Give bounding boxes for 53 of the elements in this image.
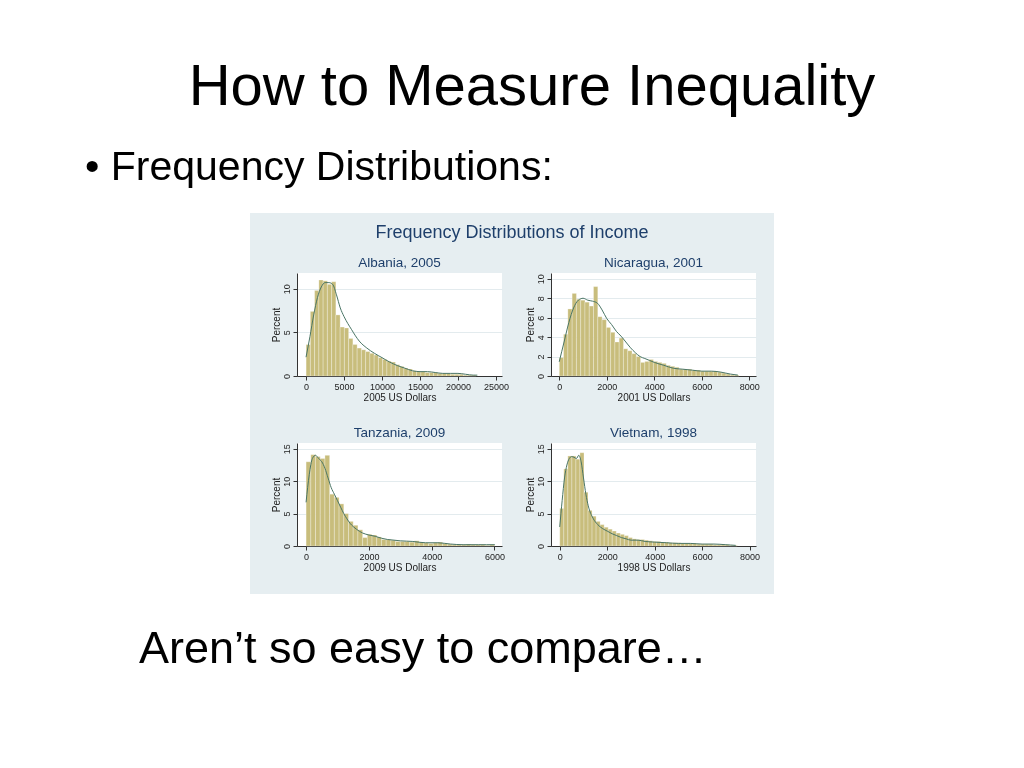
x-tick-label: 6000 [692,381,713,392]
y-tick-label: 10 [535,274,546,285]
x-tick-label: 0 [557,551,563,562]
x-tick-label: 2000 [597,381,618,392]
y-tick-label: 0 [281,373,292,380]
y-tick-label: 15 [535,444,546,455]
x-tick-label: 20000 [445,381,471,392]
x-axis-title: 1998 US Dollars [617,561,691,573]
x-axis-title: 2005 US Dollars [363,391,437,403]
y-tick-label: 0 [535,373,546,380]
x-tick-label: 10000 [370,381,396,392]
x-tick-label: 0 [304,381,310,392]
x-tick-label: 25000 [483,381,509,392]
text: • Frequency Distributions: [85,143,553,191]
y-tick-label: 10 [535,476,546,487]
x-tick-label: 2000 [597,551,618,562]
chart-title: Vietnam, 1998 [610,424,697,440]
y-tick-label: 10 [281,476,292,487]
y-tick-label: 0 [281,543,292,550]
x-tick-label: 15000 [407,381,434,392]
x-tick-label: 5000 [334,381,355,392]
y-tick-label: 15 [281,444,292,455]
y-tick-label: 5 [281,330,292,336]
text: Aren’t so easy to compare… [139,622,707,674]
x-tick-label: 6000 [484,551,505,562]
x-axis-title: 2009 US Dollars [363,561,437,573]
x-tick-label: 0 [557,381,563,392]
chart-title: Nicaragua, 2001 [603,254,704,270]
x-tick-label: 8000 [740,551,761,562]
y-tick-label: 5 [535,511,546,517]
x-tick-label: 4000 [644,381,665,392]
x-tick-label: 4000 [422,551,443,562]
x-tick-label: 8000 [739,381,760,392]
x-tick-label: 2000 [359,551,380,562]
y-axis-title: Percent [524,477,536,513]
y-tick-label: 5 [281,511,292,517]
y-axis-title: Percent [270,477,282,513]
y-axis-title: Percent [270,307,282,343]
x-tick-label: 0 [304,551,310,562]
x-axis-title: 2001 US Dollars [617,391,691,403]
text: How to Measure Inequality [187,52,877,119]
chart-title: Albania, 2005 [358,254,441,270]
y-tick-label: 6 [535,315,546,321]
y-tick-label: 0 [535,543,546,550]
y-tick-label: 10 [281,284,292,295]
chart-title: Tanzania, 2009 [353,424,446,440]
x-tick-label: 6000 [692,551,713,562]
y-axis-title: Percent [524,307,536,343]
y-tick-label: 4 [535,335,546,341]
text: Frequency Distributions of Income [374,222,650,243]
y-tick-label: 8 [535,296,546,302]
y-tick-label: 2 [535,354,546,360]
x-tick-label: 4000 [645,551,666,562]
